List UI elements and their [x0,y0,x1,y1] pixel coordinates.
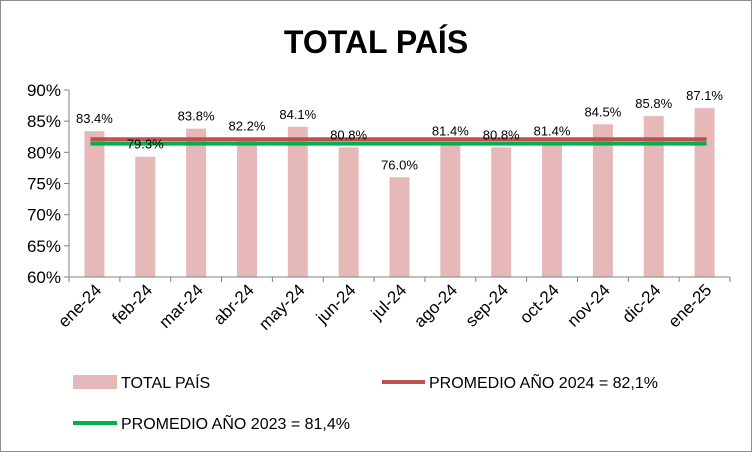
y-tick-label: 85% [27,112,61,131]
x-tick-label: abr-24 [210,280,258,328]
bar-sep-24 [491,147,512,277]
bar-jul-24 [389,177,410,277]
bar-jun-24 [338,147,359,277]
data-label-feb-24: 79.3% [127,137,164,152]
y-tick-label: 90% [27,81,61,100]
bar-oct-24 [542,143,563,277]
data-label-oct-24: 81.4% [534,124,571,139]
y-tick-label: 65% [27,237,61,256]
data-label-jun-24: 80.8% [330,127,367,142]
bar-nov-24 [592,124,613,278]
data-label-abr-24: 82.2% [229,119,266,134]
y-tick-label: 60% [27,268,61,287]
bar-ene-24 [84,131,105,277]
x-tick-label: ene-24 [54,280,105,331]
data-label-sep-24: 80.8% [483,127,520,142]
chart-title: TOTAL PAÍS [284,24,468,60]
data-label-mar-24: 83.8% [178,109,215,124]
data-label-may-24: 84.1% [279,107,316,122]
legend-label-avg-2024: PROMEDIO AÑO 2024 = 82,1% [429,372,658,392]
x-tick-label: mar-24 [155,280,207,332]
data-label-nov-24: 84.5% [584,104,621,119]
data-label-ene-25: 87.1% [686,88,723,103]
bar-may-24 [287,126,308,277]
x-tick-label: feb-24 [109,280,157,328]
x-tick-label: sep-24 [462,280,512,330]
legend-label-avg-2023: PROMEDIO AÑO 2023 = 81,4% [121,413,350,433]
x-tick-label: dic-24 [618,280,664,326]
legend: TOTAL PAÍS PROMEDIO AÑO 2024 = 82,1% PROME… [73,372,658,433]
x-tick-label: may-24 [255,280,309,334]
x-tick-label: nov-24 [564,280,614,330]
bar-mar-24 [186,128,207,277]
data-label-ago-24: 81.4% [432,124,469,139]
bar-ago-24 [440,143,461,277]
data-label-jul-24: 76.0% [381,157,418,172]
bar-dic-24 [643,116,664,278]
y-axis: 60% 65% 70% 75% 80% 85% 90% [27,81,70,287]
x-tick-label: ene-25 [665,280,716,331]
bar-feb-24 [135,156,156,277]
y-tick-label: 70% [27,206,61,225]
x-tick-label: jul-24 [367,280,411,324]
data-label-ene-24: 83.4% [76,111,113,126]
legend-label-total-pais: TOTAL PAÍS [121,373,210,392]
legend-swatch-total-pais [73,375,117,389]
bar-series [84,108,715,278]
x-tick-label: jun-24 [312,280,360,328]
x-tick-label: ago-24 [410,280,461,331]
bar-abr-24 [236,138,257,277]
data-labels: 83.4% 79.3% 83.8% 82.2% 84.1% 80.8% 76.0% 81.4%… [76,88,723,172]
data-label-dic-24: 85.8% [635,96,672,111]
y-tick-label: 75% [27,175,61,194]
bar-ene-25 [694,108,715,278]
x-tick-label: oct-24 [516,280,563,327]
average-lines [90,137,707,146]
y-tick-label: 80% [27,143,61,162]
